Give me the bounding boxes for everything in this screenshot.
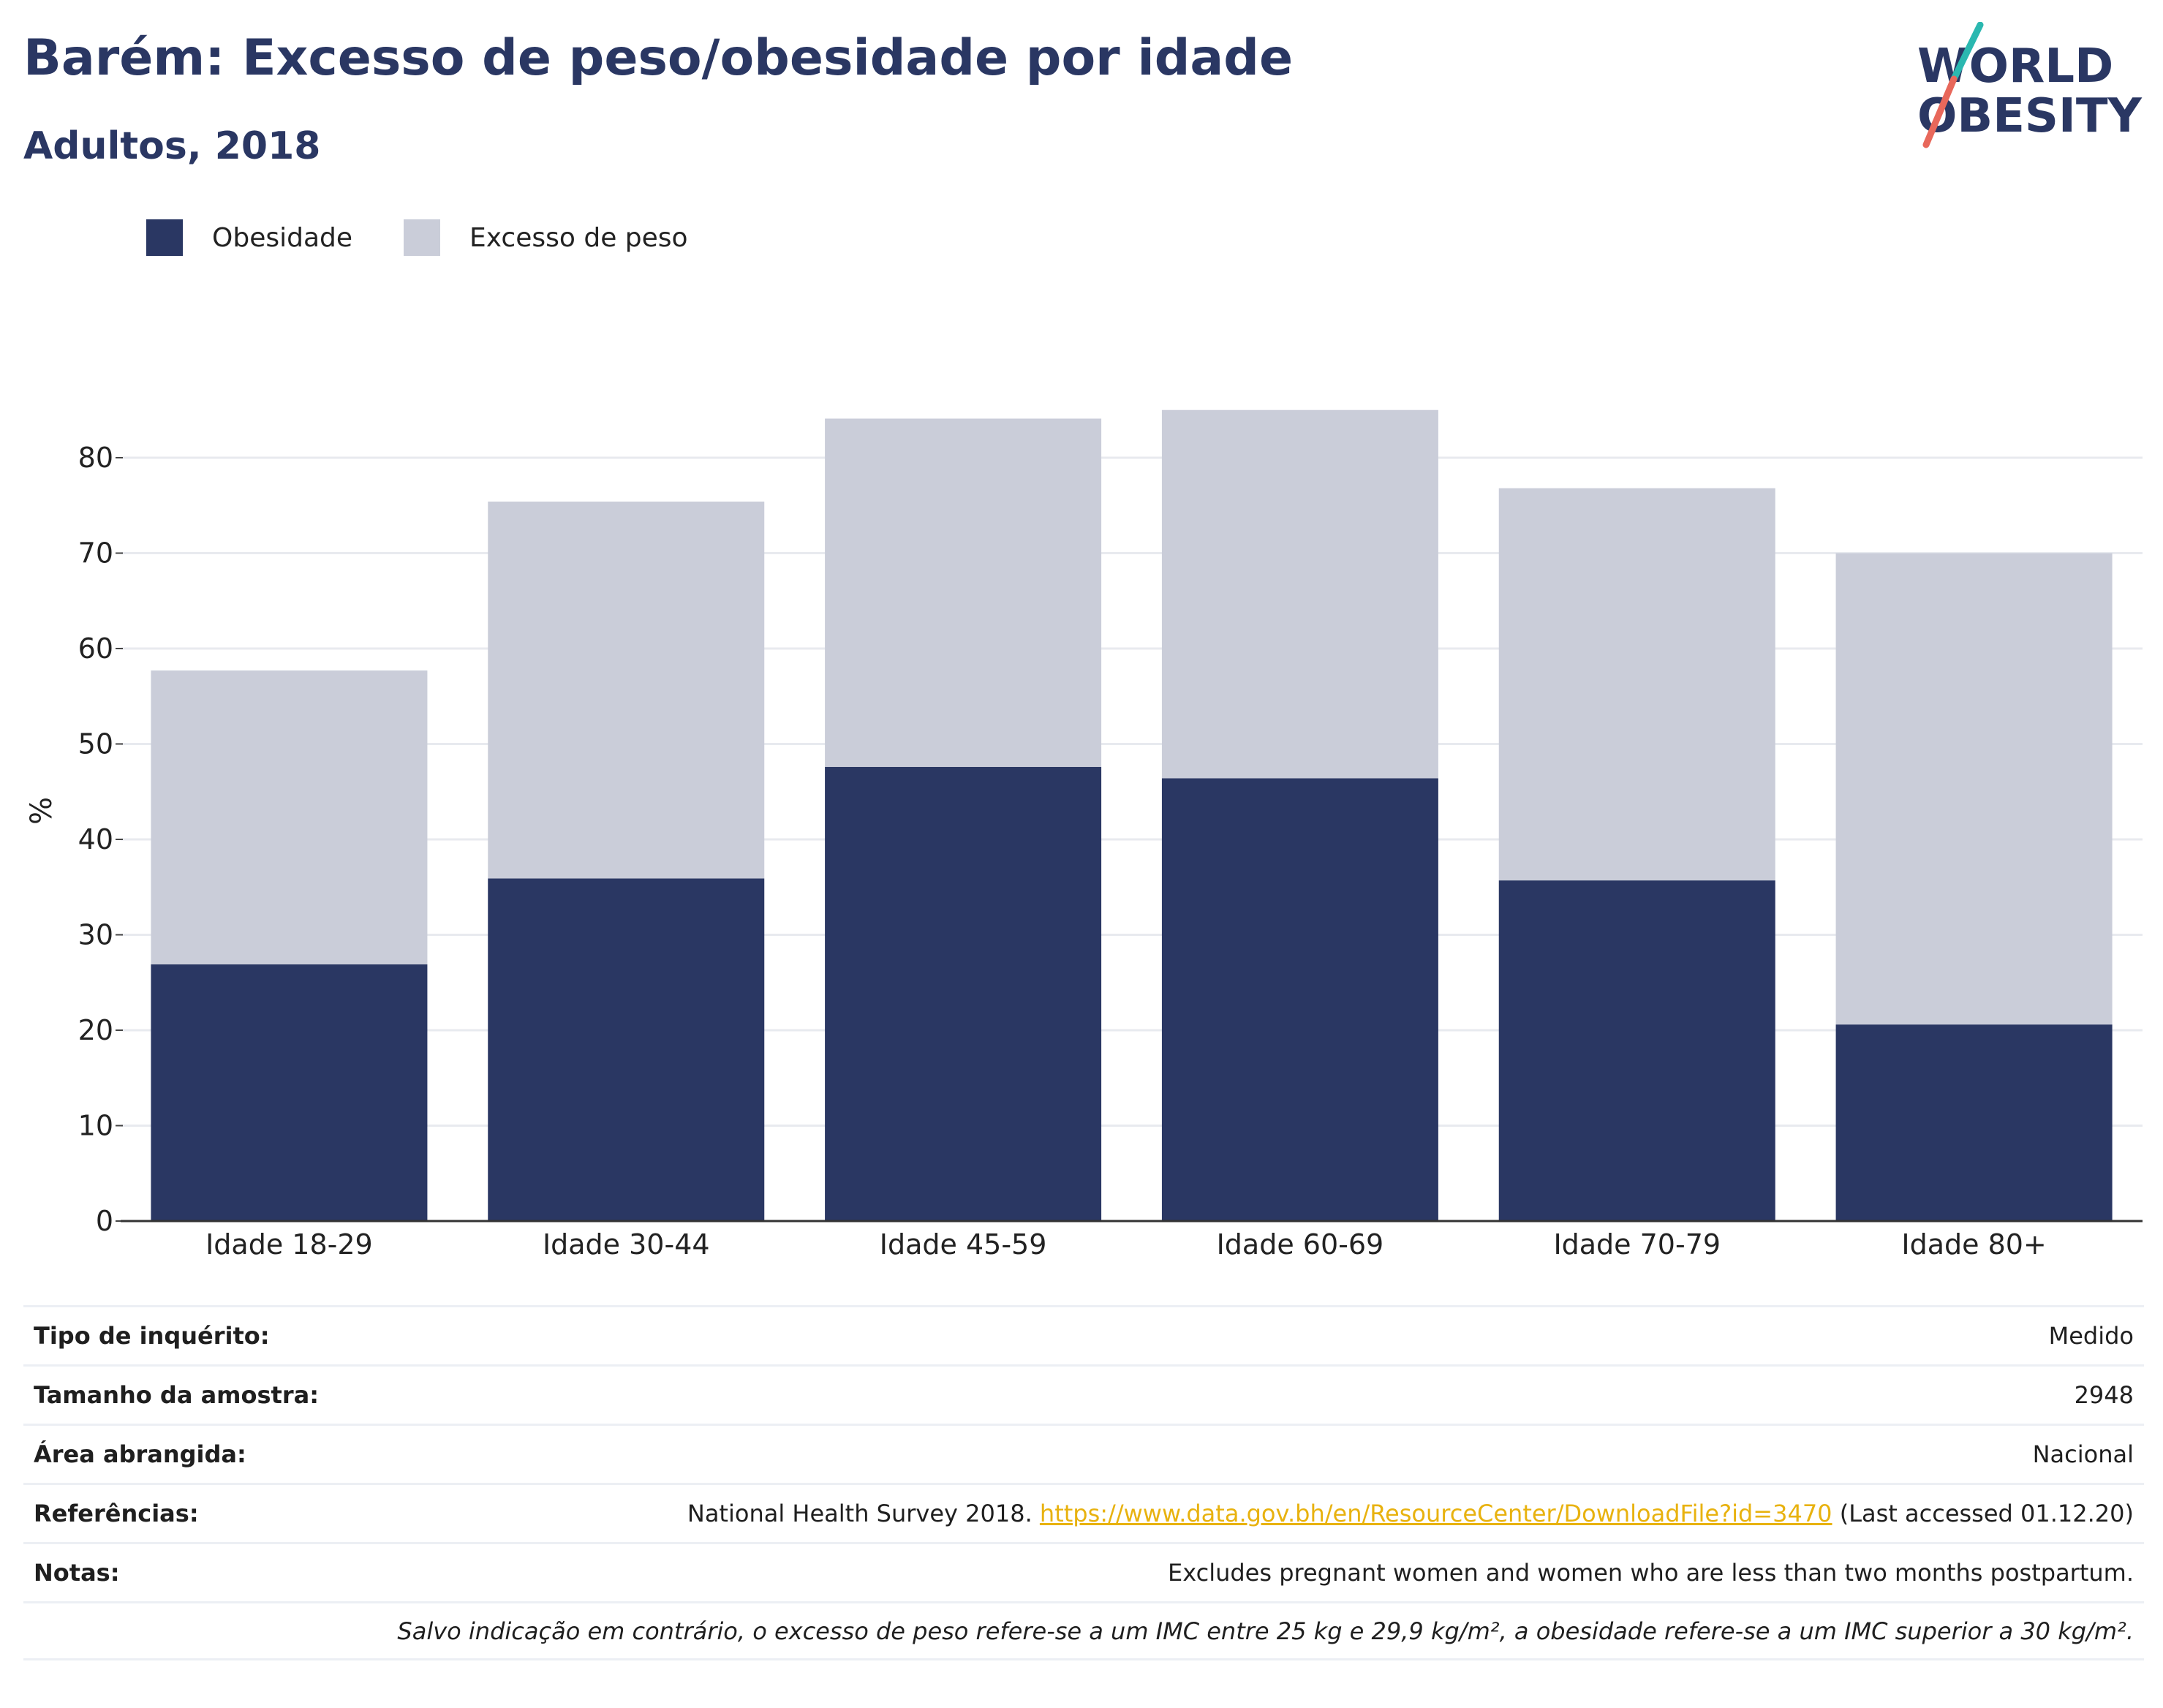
references-label: Referências: [34,1500,199,1527]
y-tick-label: 50 [78,728,113,760]
info-row-survey-type: Tipo de inquérito: Medido [23,1305,2144,1364]
y-axis-ticks: 0 10 20 30 40 50 60 70 80 [78,442,123,1237]
y-tick-label: 70 [78,537,113,570]
notes-label: Notas: [34,1559,120,1587]
survey-type-label: Tipo de inquérito: [34,1322,270,1350]
chart-bars [151,409,2113,1221]
notes-value: Excludes pregnant women and women who ar… [1168,1559,2134,1587]
bar-obesity[interactable] [1161,778,1438,1221]
x-tick-label: Idade 60-69 [1217,1228,1384,1261]
y-tick-label: 80 [78,442,113,474]
bar-overweight[interactable] [1835,553,2113,1025]
bar-obesity[interactable] [488,878,765,1221]
y-tick-label: 30 [78,919,113,951]
survey-type-value: Medido [2048,1322,2134,1350]
bar-overweight[interactable] [825,418,1102,767]
y-axis-title: % [25,797,58,825]
world-obesity-logo: WORLD OBESITY [1917,22,2142,148]
chart-grid [121,456,2143,1127]
logo-slash-top [1950,22,1984,83]
info-row-area: Área abrangida: Nacional [23,1424,2144,1483]
area-value: Nacional [2032,1440,2134,1468]
y-tick-label: 20 [78,1014,113,1046]
bar-obesity[interactable] [1835,1024,2113,1221]
bar-obesity[interactable] [825,766,1102,1221]
x-tick-label: Idade 18-29 [205,1228,373,1261]
references-link[interactable]: https://www.data.gov.bh/en/ResourceCente… [1039,1500,1832,1527]
x-tick-label: Idade 30-44 [543,1228,710,1261]
bar-overweight[interactable] [1161,409,1438,779]
x-axis-ticks: Idade 18-29 Idade 30-44 Idade 45-59 Idade 6… [121,1220,2143,1261]
references-accessed: (Last accessed 01.12.20) [1839,1500,2134,1527]
info-row-notes: Notas: Excludes pregnant women and women… [23,1542,2144,1601]
area-label: Área abrangida: [34,1440,246,1468]
bar-overweight[interactable] [488,502,765,879]
logo-slash-bottom [1922,75,1958,148]
x-tick-label: Idade 45-59 [880,1228,1047,1261]
bar-overweight[interactable] [1498,488,1775,881]
bar-obesity[interactable] [1498,880,1775,1221]
bar-obesity[interactable] [151,964,428,1221]
y-tick-label: 40 [78,823,113,855]
y-tick-label: 0 [96,1205,113,1237]
info-row-sample-size: Tamanho da amostra: 2948 [23,1364,2144,1424]
page-subtitle: Adultos, 2018 [23,124,321,168]
x-tick-label: Idade 80+ [1901,1228,2046,1261]
page-title: Barém: Excesso de peso/obesidade por ida… [23,29,1294,87]
legend-label-overweight: Excesso de peso [469,222,688,253]
legend-item-obesity[interactable]: Obesidade [146,219,352,256]
legend-swatch-overweight [404,219,441,256]
references-text: National Health Survey 2018. [687,1500,1033,1527]
x-tick-label: Idade 70-79 [1553,1228,1721,1261]
y-tick-label: 60 [78,632,113,665]
legend-label-obesity: Obesidade [212,222,353,253]
y-tick-label: 10 [78,1110,113,1142]
footnote: Salvo indicação em contrário, o excesso … [397,1617,2134,1645]
bar-overweight[interactable] [151,670,428,964]
chart-legend: Obesidade Excesso de peso [146,216,739,260]
info-row-references: Referências: National Health Survey 2018… [23,1483,2144,1542]
legend-item-overweight[interactable]: Excesso de peso [404,219,688,256]
legend-swatch-obesity [146,219,183,256]
info-row-footnote: Salvo indicação em contrário, o excesso … [23,1601,2144,1660]
info-table: Tipo de inquérito: Medido Tamanho da amo… [23,1305,2144,1660]
bar-chart: 0 10 20 30 40 50 60 70 80 Idade 18-29 Idade 30-44… [25,409,2143,1261]
logo-line2: OBESITY [1917,89,2142,143]
sample-size-label: Tamanho da amostra: [34,1381,319,1409]
sample-size-value: 2948 [2074,1381,2134,1409]
references-value: National Health Survey 2018. https://www… [687,1500,2134,1527]
logo-line1: WORLD [1917,39,2113,94]
